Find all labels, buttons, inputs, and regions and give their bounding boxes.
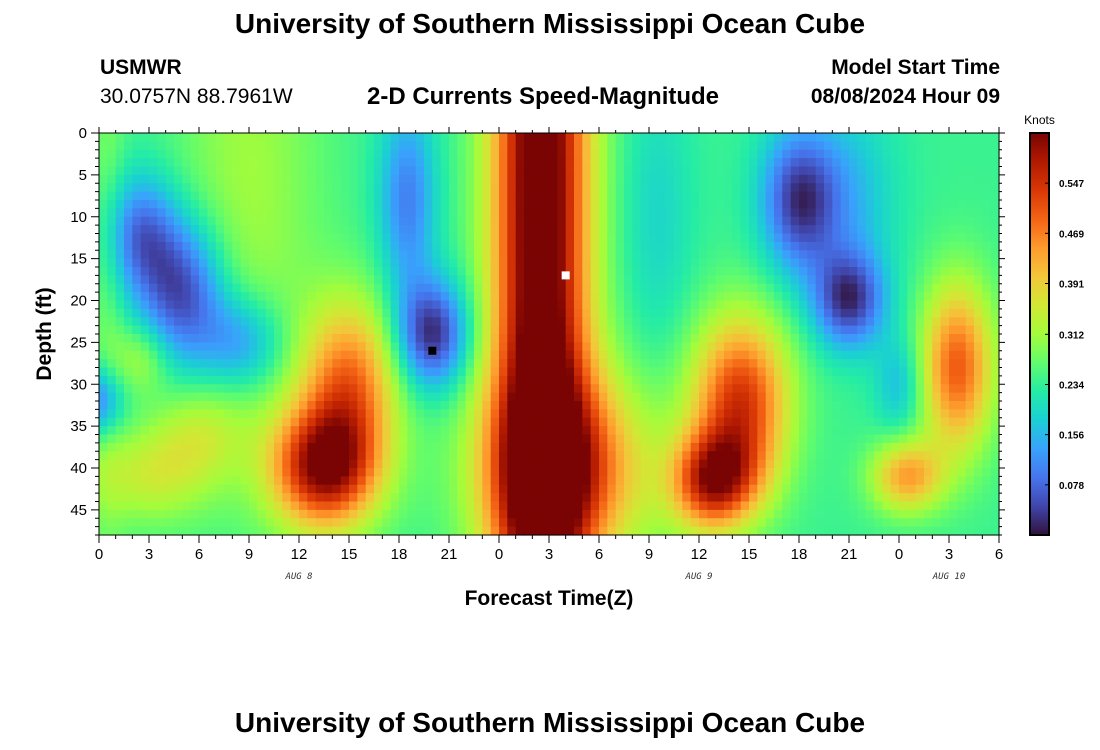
colorbar-tick-label: 0.234: [1059, 380, 1084, 391]
model-start-time-value: 08/08/2024 Hour 09: [810, 85, 1000, 108]
y-tick-label: 10: [70, 209, 87, 226]
x-tick-label: 3: [545, 546, 553, 563]
x-tick-label: 0: [495, 546, 503, 563]
y-tick-label: 45: [70, 502, 87, 519]
y-tick-label: 15: [70, 251, 87, 268]
colorbar-tick-label: 0.156: [1059, 431, 1084, 442]
x-tick-label: 6: [595, 546, 603, 563]
y-tick-label: 30: [70, 376, 87, 393]
main-title: University of Southern Mississippi Ocean…: [234, 8, 866, 39]
x-axis-title: Forecast Time(Z): [465, 587, 634, 610]
date-label: AUG 9: [684, 572, 712, 582]
x-tick-label: 9: [645, 546, 653, 563]
y-axis: 0 5 10 15 20 25 30 35 40 45: [70, 125, 1005, 536]
x-tick-label: 6: [195, 546, 203, 563]
x-tick-label: 21: [841, 546, 858, 563]
colorbar-tick-label: 0.469: [1059, 229, 1084, 240]
x-tick-label: 18: [791, 546, 808, 563]
footer-title: University of Southern Mississippi Ocean…: [234, 707, 866, 738]
y-tick-label: 0: [79, 125, 87, 142]
heatmap: [99, 133, 1000, 536]
x-tick-label: 6: [995, 546, 1003, 563]
colorbar-tick-label: 0.547: [1059, 179, 1084, 190]
colorbar-tick-label: 0.312: [1059, 330, 1084, 341]
y-tick-label: 5: [79, 167, 87, 184]
x-tick-label: 15: [741, 546, 758, 563]
x-tick-label: 0: [895, 546, 903, 563]
y-tick-label: 20: [70, 293, 87, 310]
x-tick-label: 18: [391, 546, 408, 563]
station-id: USMWR: [100, 56, 182, 79]
x-tick-label: 3: [945, 546, 953, 563]
x-tick-label: 12: [691, 546, 708, 563]
y-tick-label: 25: [70, 334, 87, 351]
model-start-time-label: Model Start Time: [831, 56, 1000, 79]
colorbar-tick-label: 0.391: [1059, 280, 1084, 291]
x-tick-label: 9: [245, 546, 253, 563]
x-tick-label: 3: [145, 546, 153, 563]
station-coordinates: 30.0757N 88.7961W: [100, 85, 293, 108]
high-marker: [561, 271, 570, 280]
x-tick-label: 15: [341, 546, 358, 563]
markers: [428, 271, 570, 355]
plot-subtitle: 2-D Currents Speed-Magnitude: [367, 83, 720, 110]
x-axis: 0 3 6 9 12 15 18 21 0 3 6 9 12 15 18 21 0 3 6 AUG 8 AUG 9 AUG…: [95, 127, 1003, 582]
x-tick-label: 21: [441, 546, 458, 563]
colorbar: 0.547 0.469 0.391 0.312 0.234 0.156 0.078: [1029, 132, 1084, 536]
low-marker: [428, 346, 437, 355]
y-tick-label: 35: [70, 418, 87, 435]
x-tick-label: 0: [95, 546, 103, 563]
date-label: AUG 8: [284, 572, 312, 582]
y-tick-label: 40: [70, 460, 87, 477]
y-axis-title: Depth (ft): [33, 287, 56, 380]
x-tick-label: 12: [291, 546, 308, 563]
colorbar-title: Knots: [1024, 113, 1055, 127]
date-label: AUG 10: [932, 572, 966, 582]
colorbar-tick-label: 0.078: [1059, 481, 1084, 492]
